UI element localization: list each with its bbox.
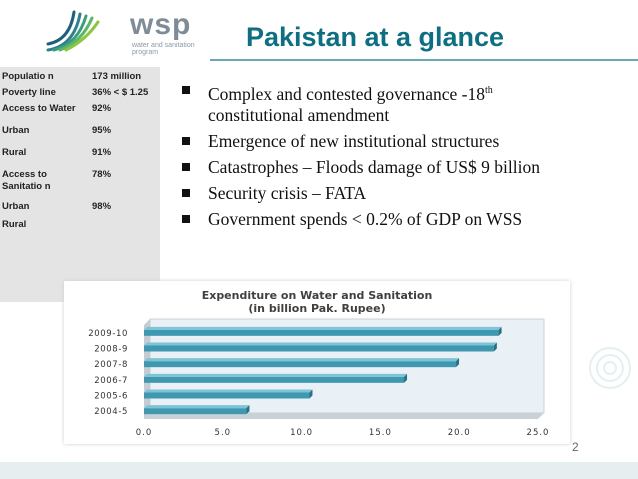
slide-title: Pakistan at a glance — [245, 22, 505, 52]
y-tick-label: 2005-6 — [94, 392, 128, 402]
x-tick-label: 25.0 — [527, 428, 550, 438]
table-key: Access to Water — [2, 103, 76, 114]
table-row: Urban 98% — [0, 193, 160, 213]
bullet-text: Catastrophes – Floods damage of US$ 9 bi… — [208, 156, 540, 177]
bullet-list: Complex and contested governance -18th c… — [182, 80, 622, 235]
title-divider — [210, 59, 638, 61]
table-row: Poverty line 36% < $ 1.25 — [0, 83, 160, 99]
bullet-square-icon — [182, 214, 190, 223]
table-value: 36% < $ 1.25 — [92, 87, 149, 98]
table-value — [90, 213, 160, 231]
table-row: Urban 95% — [0, 115, 160, 137]
wsp-logo-icon — [46, 10, 100, 52]
chart-title: Expenditure on Water and Sanitation — [202, 289, 433, 302]
droplet-watermark-icon — [589, 347, 631, 389]
bar-end — [309, 389, 313, 399]
x-tick-label: 0.0 — [136, 428, 153, 438]
bar-top — [144, 342, 497, 346]
bullet-text: Complex and contested governance -18 — [208, 83, 485, 104]
bullet-item: Government spends < 0.2% of GDP on WSS — [182, 209, 622, 230]
bullet-text-continued: constitutional amendment — [208, 104, 390, 125]
table-row: Rural 91% — [0, 137, 160, 159]
bar — [144, 361, 457, 368]
table-key: Poverty line — [2, 87, 56, 98]
bullet-square-icon — [182, 86, 190, 94]
table-row: Access to Water 92% — [0, 99, 160, 115]
table-row: Rural — [0, 213, 160, 231]
table-key: Urban — [2, 125, 30, 136]
bar-top — [144, 326, 502, 330]
bullet-square-icon — [182, 162, 190, 171]
table-value: 95% — [92, 125, 112, 136]
bar — [144, 329, 499, 336]
logo-subtitle: water and sanitation program — [132, 42, 195, 56]
bullet-square-icon — [182, 136, 190, 145]
x-tick-label: 20.0 — [448, 428, 471, 438]
footer-band — [0, 462, 638, 479]
bar-end — [498, 326, 502, 336]
bar-end — [404, 373, 408, 383]
bullet-item: Catastrophes – Floods damage of US$ 9 bi… — [182, 157, 622, 178]
bar-end — [493, 342, 497, 352]
x-tick-label: 10.0 — [290, 428, 313, 438]
wsp-logo: wsp water and sanitation program — [44, 6, 195, 56]
bar-top — [144, 373, 408, 377]
logo-wordmark: wsp — [130, 8, 192, 41]
table-key: Access to Sanitatio n — [2, 169, 51, 192]
bar — [144, 392, 310, 399]
chart-svg: Expenditure on Water and Sanitation(in b… — [88, 289, 550, 438]
bar-top — [144, 389, 313, 393]
chart-subtitle: (in billion Pak. Rupee) — [248, 302, 385, 315]
table-row: Access to Sanitatio n 78% — [0, 159, 160, 193]
table-key: Urban — [2, 201, 30, 212]
bar — [144, 345, 494, 352]
bullet-text: Emergence of new institutional structure… — [208, 130, 500, 151]
bar-top — [144, 405, 250, 409]
table-key: Rural — [2, 219, 27, 230]
x-tick-label: 15.0 — [369, 428, 392, 438]
chart-floor — [144, 413, 544, 419]
table-value: 173 million — [92, 71, 142, 82]
page-number: 2 — [572, 440, 579, 454]
table-key: Rural — [2, 147, 27, 158]
bullet-superscript: th — [485, 85, 493, 96]
x-tick-label: 5.0 — [215, 428, 232, 438]
bullet-square-icon — [182, 188, 190, 197]
bullet-item: Complex and contested governance -18th c… — [182, 80, 622, 126]
y-tick-label: 2004-5 — [94, 407, 128, 417]
table-key: Populatio n — [2, 71, 54, 82]
bullet-text: Security crisis – FATA — [208, 182, 367, 203]
table-row: Populatio n 173 million — [0, 67, 160, 83]
table-value: 98% — [92, 201, 112, 212]
y-tick-label: 2009-10 — [88, 329, 128, 339]
y-tick-label: 2008-9 — [94, 345, 128, 355]
table-value: 92% — [92, 103, 112, 114]
y-tick-label: 2006-7 — [94, 376, 128, 386]
bullet-item: Security crisis – FATA — [182, 183, 622, 204]
table-value: 78% — [92, 169, 112, 180]
y-tick-label: 2007-8 — [94, 360, 128, 370]
side-stats-table: Populatio n 173 million Poverty line 36%… — [0, 67, 160, 302]
bar-end — [456, 358, 460, 368]
table-value: 91% — [92, 147, 112, 158]
bar — [144, 408, 247, 415]
bullet-item: Emergence of new institutional structure… — [182, 131, 622, 152]
expenditure-chart: Expenditure on Water and Sanitation (in b… — [64, 281, 570, 444]
bar — [144, 376, 405, 383]
bullet-text: Government spends < 0.2% of GDP on WSS — [208, 208, 523, 229]
bar-top — [144, 358, 460, 362]
